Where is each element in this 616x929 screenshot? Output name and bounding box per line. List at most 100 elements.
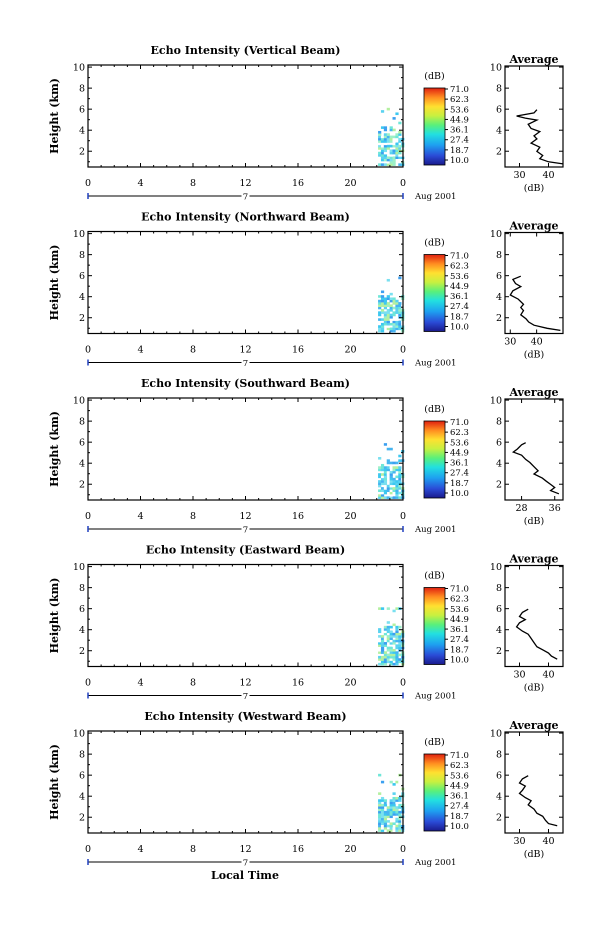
echo-cell	[380, 482, 385, 486]
average-y-tick-label: 10	[490, 562, 502, 573]
average-y-tick-label: 4	[496, 459, 502, 470]
echo-cell	[392, 329, 396, 333]
echo-cell	[380, 658, 385, 661]
average-title: Average	[508, 553, 558, 566]
average-x-label: (dB)	[524, 683, 544, 694]
echo-cell	[386, 484, 390, 488]
echo-cell	[380, 473, 385, 476]
echo-cell	[378, 639, 382, 643]
x-tick-label: 4	[137, 345, 143, 356]
echo-cell	[392, 322, 396, 326]
echo-cell	[392, 149, 396, 153]
echo-cell	[392, 468, 396, 472]
echo-cell	[392, 803, 396, 807]
echo-cell	[398, 820, 402, 823]
echo-cell	[378, 824, 382, 828]
colorbar-tick-label: 18.7	[450, 812, 469, 822]
colorbar-tick-label: 53.6	[450, 272, 469, 282]
x-tick-label: 20	[344, 678, 356, 689]
echo-cell	[392, 135, 396, 139]
echo-cell	[380, 309, 385, 312]
colorbar-tick-label: 10.0	[450, 489, 469, 499]
average-x-tick-label: 30	[504, 337, 516, 348]
echo-cell	[386, 137, 390, 141]
day-label: 7	[243, 526, 248, 536]
echo-cell	[395, 466, 399, 469]
echo-cell	[398, 468, 402, 472]
y-tick-label: 6	[79, 604, 85, 615]
echo-cell	[389, 801, 393, 805]
colorbar-tick-label: 62.3	[450, 428, 469, 438]
echo-cell	[389, 149, 393, 153]
echo-cell	[386, 658, 390, 661]
x-tick-label: 8	[190, 511, 196, 522]
echo-cell	[392, 658, 396, 661]
echo-cell	[395, 154, 399, 157]
echo-cell	[389, 829, 393, 832]
panel-title: Echo Intensity (Northward Beam)	[141, 211, 350, 224]
echo-cell	[380, 140, 385, 143]
echo-cell	[392, 822, 396, 826]
x-tick-label: 0	[85, 178, 91, 189]
echo-cell	[395, 625, 399, 629]
echo-cell	[380, 480, 385, 483]
echo-cell	[398, 154, 402, 157]
echo-cell	[386, 329, 390, 333]
x-tick-label: 20	[344, 178, 356, 189]
echo-cell	[389, 799, 393, 802]
echo-cell	[395, 489, 399, 493]
echo-cell	[380, 799, 385, 802]
echo-cell	[378, 457, 382, 460]
echo-cell	[380, 813, 385, 816]
average-y-tick-label: 4	[496, 126, 502, 137]
colorbar-tick-label: 36.1	[450, 625, 469, 635]
echo-cell	[383, 128, 388, 132]
average-x-tick-label: 30	[513, 836, 525, 847]
echo-cell	[386, 327, 390, 331]
x-tick-label: 16	[292, 178, 304, 189]
y-tick-label: 4	[79, 625, 85, 636]
average-y-tick-label: 2	[496, 813, 502, 824]
echo-cell	[383, 480, 388, 483]
colorbar-tick-label: 71.0	[450, 252, 469, 262]
echo-cell	[392, 653, 396, 657]
echo-cell	[378, 304, 382, 308]
average-y-tick-label: 10	[490, 729, 502, 740]
average-frame	[504, 65, 564, 168]
echo-cell	[392, 144, 396, 148]
echo-cell	[395, 813, 399, 816]
x-tick-label: 16	[292, 345, 304, 356]
y-axis-label: Height (km)	[48, 245, 61, 321]
echo-cell	[389, 322, 393, 326]
colorbar-tick-label: 27.4	[450, 302, 469, 312]
echo-cell	[389, 466, 393, 469]
echo-cell	[378, 480, 382, 483]
echo-cell	[398, 133, 402, 136]
day-label-bg	[241, 191, 250, 201]
echo-cell	[386, 466, 390, 469]
echo-cell	[389, 140, 393, 143]
echo-cell	[380, 290, 385, 294]
echo-cell	[392, 628, 396, 631]
echo-cell	[392, 783, 396, 786]
echo-cell	[380, 302, 385, 305]
echo-cell	[398, 325, 402, 328]
echo-cell	[392, 655, 396, 659]
echo-cell	[386, 487, 390, 490]
echo-cell	[395, 644, 399, 647]
echo-cell	[389, 822, 393, 826]
echo-cell	[395, 480, 399, 483]
echo-cell	[378, 313, 382, 317]
echo-cell	[392, 140, 396, 143]
echo-cell	[395, 149, 399, 153]
colorbar-unit: (dB)	[424, 737, 444, 748]
echo-cell	[389, 642, 393, 645]
echo-cell	[386, 133, 390, 136]
echo-cell	[398, 137, 402, 141]
echo-cell	[380, 149, 385, 153]
echo-cell	[389, 632, 393, 636]
echo-cell	[378, 475, 382, 479]
echo-cell	[386, 824, 390, 828]
echo-cell	[389, 489, 393, 493]
echo-cell	[392, 792, 396, 795]
